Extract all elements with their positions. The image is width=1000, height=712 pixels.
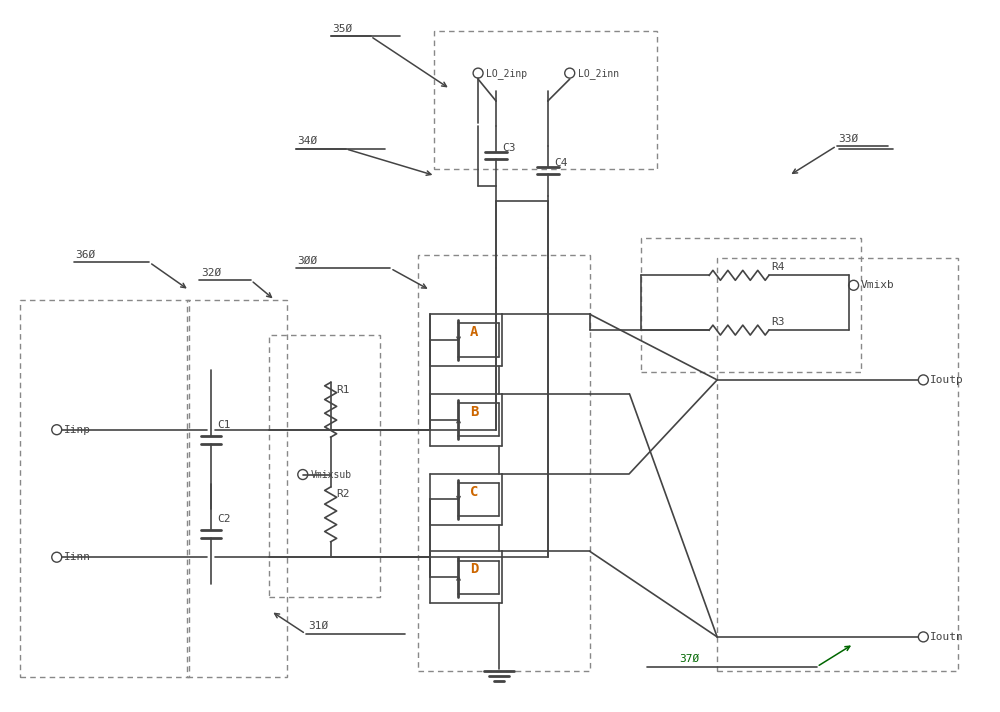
Text: C3: C3 xyxy=(502,143,515,153)
Text: 33Ø: 33Ø xyxy=(839,134,859,144)
Text: Ioutp: Ioutp xyxy=(930,375,964,385)
Text: R1: R1 xyxy=(337,385,350,395)
Bar xyxy=(418,256,590,671)
Text: 34Ø: 34Ø xyxy=(297,136,317,146)
Text: 32Ø: 32Ø xyxy=(201,267,221,278)
Text: A: A xyxy=(470,325,478,340)
Bar xyxy=(187,300,287,676)
Text: C1: C1 xyxy=(217,420,231,430)
Bar xyxy=(269,335,380,597)
Text: Ioutn: Ioutn xyxy=(930,632,964,642)
Bar xyxy=(717,258,958,671)
Text: 31Ø: 31Ø xyxy=(308,621,328,631)
Text: Iinn: Iinn xyxy=(64,553,91,562)
Text: C4: C4 xyxy=(554,158,567,168)
Text: R2: R2 xyxy=(337,489,350,499)
Text: LO_2inn: LO_2inn xyxy=(578,68,619,78)
Text: C: C xyxy=(470,485,478,498)
Text: Vmixsub: Vmixsub xyxy=(311,469,352,480)
Bar xyxy=(434,31,657,169)
Text: 35Ø: 35Ø xyxy=(333,24,353,34)
Text: Iinp: Iinp xyxy=(64,425,91,435)
Bar xyxy=(641,239,861,372)
Text: 36Ø: 36Ø xyxy=(76,249,96,259)
Bar xyxy=(20,300,189,676)
Text: R4: R4 xyxy=(771,262,784,273)
Text: LO_2inp: LO_2inp xyxy=(486,68,527,78)
Text: Vmixb: Vmixb xyxy=(861,281,894,290)
Text: D: D xyxy=(470,562,478,577)
Text: 37Ø: 37Ø xyxy=(679,654,700,664)
Text: C2: C2 xyxy=(217,514,231,524)
Text: 3ØØ: 3ØØ xyxy=(297,256,317,266)
Text: R3: R3 xyxy=(771,317,784,327)
Text: B: B xyxy=(470,405,478,419)
